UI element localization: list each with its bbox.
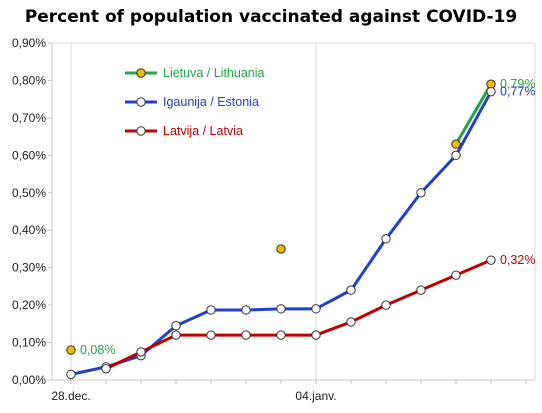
data-point [486,86,496,97]
data-label: 0,79% [500,77,535,91]
data-point [451,139,461,149]
chart-title: Percent of population vaccinated against… [25,7,517,27]
x-tick-label: 28.dec. [51,389,90,403]
y-tick-label: 0,70% [12,111,46,125]
data-point [416,285,426,295]
data-point [241,330,251,340]
y-tick-label: 0,20% [12,298,46,312]
data-point [241,305,251,315]
data-point [136,347,146,357]
data-label: 0,08% [80,343,115,357]
data-point [206,330,216,340]
legend-label: Latvija / Latvia [163,124,243,138]
data-point [66,369,76,380]
data-point [276,304,286,314]
data-point [101,364,111,374]
data-point [276,330,286,340]
data-point [171,330,181,340]
legend: Lietuva / Lithuania Igaunija / Estonia Lat… [125,66,265,138]
data-point [276,244,286,254]
data-point [346,285,356,295]
data-label: 0,32% [500,253,535,267]
legend-label: Lietuva / Lithuania [163,66,265,80]
data-point [66,345,76,355]
y-tick-label: 0,90% [12,36,46,50]
data-point [451,270,461,280]
legend-label: Igaunija / Estonia [163,95,259,109]
axis-layer: 0,00% 0,10% 0,20% 0,30% 0,40% 0,50% 0,60% 0,70%… [12,36,536,403]
data-point [171,321,181,331]
legend-item-2: Latvija / Latvia [125,124,243,138]
y-tick-label: 0,60% [12,148,46,162]
data-point [311,330,321,340]
data-point [381,234,391,244]
y-tick-label: 0,30% [12,261,46,275]
data-label: 0,77% [500,85,535,99]
series-0: 0,08% 0,79% [66,77,535,357]
data-point [451,150,461,161]
legend-marker [136,126,146,136]
series-line [105,258,492,371]
data-point [206,305,216,315]
legend-item-0: Lietuva / Lithuania [125,66,265,80]
data-point [486,255,496,265]
series-line [454,83,493,145]
legend-marker [136,97,146,107]
data-point [346,317,356,327]
series-layer: 0,08% 0,79%0,77% 0,32% [66,77,535,380]
y-tick-label: 0,80% [12,73,46,87]
data-point [311,304,321,314]
y-tick-label: 0,00% [12,373,46,387]
y-tick-label: 0,50% [12,186,46,200]
data-point [381,300,391,310]
series-2: 0,32% [101,253,535,374]
x-tick-label: 04.janv. [295,389,336,403]
data-point [416,188,426,198]
legend-item-1: Igaunija / Estonia [125,95,259,109]
y-tick-label: 0,40% [12,223,46,237]
legend-marker [136,68,146,78]
y-tick-label: 0,10% [12,336,46,350]
